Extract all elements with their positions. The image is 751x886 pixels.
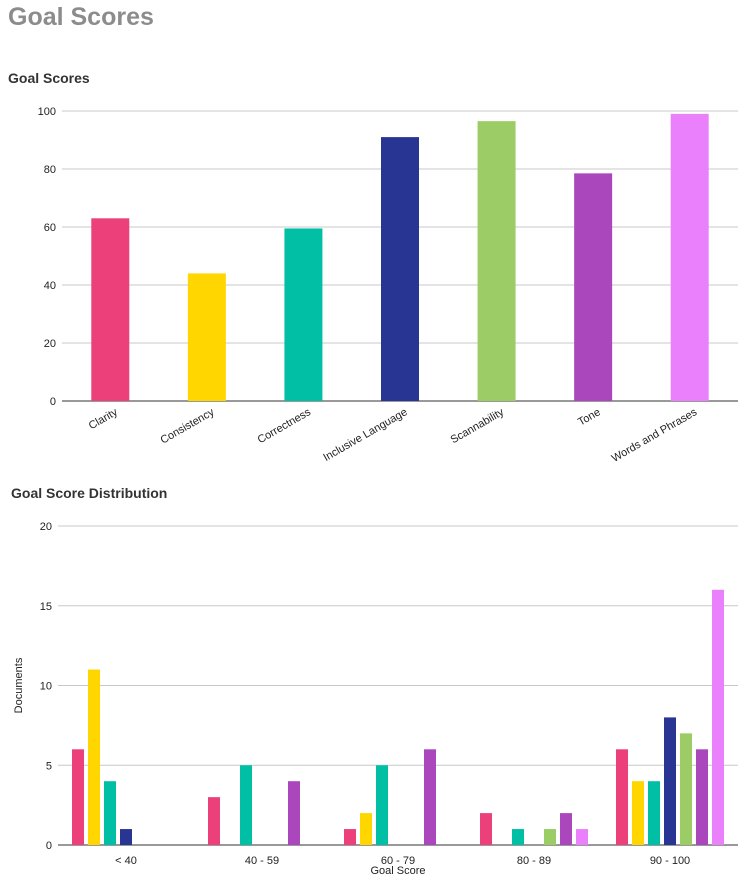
x-axis-title: Goal Score: [370, 865, 425, 877]
bar: [616, 749, 628, 845]
bar-inclusive-language: [381, 137, 419, 401]
page-title: Goal Scores: [8, 3, 154, 31]
bar: [632, 781, 644, 845]
bar-clarity: [91, 218, 130, 401]
bar-consistency: [187, 273, 226, 401]
bar: [72, 749, 84, 845]
bar: [480, 813, 492, 845]
bar: [88, 669, 100, 845]
y-tick-label: 5: [46, 760, 52, 772]
bar: [288, 781, 300, 845]
y-tick-label: 20: [44, 338, 56, 350]
bar: [344, 829, 356, 845]
bar: [376, 765, 388, 845]
x-tick-label: 40 - 59: [245, 855, 279, 867]
bar: [104, 781, 116, 845]
bar: [560, 813, 572, 845]
bar: [576, 829, 588, 845]
y-tick-label: 60: [44, 222, 56, 234]
y-axis-title: Documents: [13, 657, 25, 713]
bar-scannability: [477, 121, 516, 402]
x-tick-label: < 40: [115, 855, 137, 867]
y-tick-label: 40: [44, 280, 56, 292]
bar: [696, 749, 708, 845]
bar: [512, 829, 524, 845]
bar: [360, 813, 372, 845]
goal-score-distribution-chart-title: Goal Score Distribution: [11, 485, 168, 501]
x-tick-label: 90 - 100: [650, 855, 690, 867]
bar-words-and-phrases: [670, 113, 709, 402]
y-tick-label: 0: [46, 840, 52, 852]
bar: [648, 781, 660, 845]
bar-tone: [574, 173, 613, 401]
y-tick-label: 15: [40, 601, 52, 613]
goal-scores-chart-title: Goal Scores: [8, 70, 90, 86]
bar: [120, 829, 132, 845]
bar: [424, 749, 436, 845]
x-tick-label: 60 - 79: [381, 855, 415, 867]
bar: [664, 717, 676, 845]
bar: [240, 765, 252, 845]
y-tick-label: 80: [44, 164, 56, 176]
y-tick-label: 0: [50, 396, 56, 408]
bar: [712, 589, 724, 845]
bar: [544, 829, 556, 845]
y-tick-label: 10: [40, 681, 52, 693]
x-tick-label: 80 - 89: [517, 855, 551, 867]
bar: [680, 733, 692, 845]
bar-correctness: [284, 228, 323, 401]
y-tick-label: 100: [38, 106, 56, 118]
y-tick-label: 20: [40, 521, 52, 533]
bar: [208, 797, 220, 845]
